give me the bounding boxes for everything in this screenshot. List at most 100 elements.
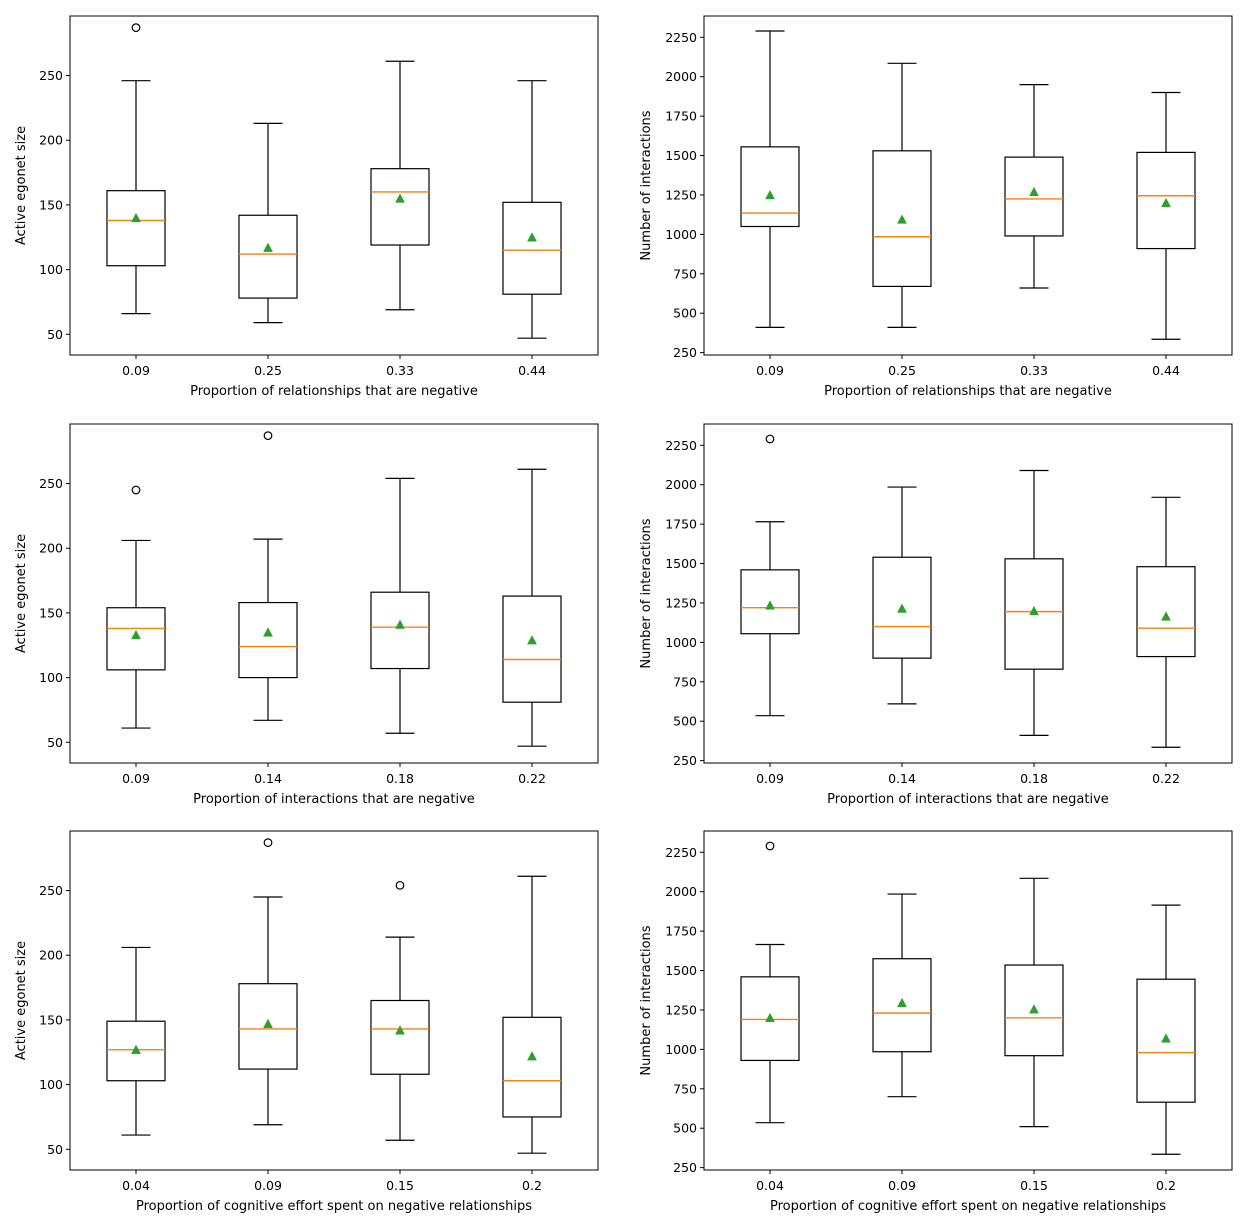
box-0.09 <box>740 434 800 717</box>
y-tick-label: 1750 <box>665 517 697 532</box>
outlier-point <box>765 841 775 851</box>
y-axis-ticks: 250 500 750 1000 1250 1500 1750 2000 2250 <box>665 845 704 1175</box>
mean-marker <box>395 619 405 629</box>
iqr-box <box>106 190 166 267</box>
box-0.33 <box>370 60 430 311</box>
x-tick-label: 0.44 <box>1152 363 1180 378</box>
mean-marker <box>131 629 141 640</box>
x-tick-label: 0.15 <box>386 1178 414 1193</box>
iqr-box <box>370 168 430 246</box>
box-0.22 <box>502 468 562 747</box>
y-axis-label: Active egonet size <box>14 126 29 245</box>
outlier-point <box>395 880 405 890</box>
y-tick-label: 2000 <box>665 69 697 84</box>
x-axis-ticks: 0.09 0.14 0.18 0.22 <box>756 763 1180 786</box>
x-axis-label: Proportion of interactions that are nega… <box>193 792 475 807</box>
x-tick-label: 0.09 <box>756 771 784 786</box>
box-0.09 <box>106 485 166 729</box>
box-0.14 <box>238 431 298 721</box>
box-0.33 <box>1004 83 1064 289</box>
x-tick-label: 0.2 <box>1156 1178 1176 1193</box>
mean-marker <box>897 997 907 1008</box>
y-tick-label: 150 <box>39 197 63 212</box>
mean-marker <box>527 1051 537 1061</box>
plot-frame <box>69 15 599 356</box>
x-tick-label: 0.33 <box>386 363 414 378</box>
mean-marker <box>263 1018 273 1029</box>
subplot-5: 50 100 150 200 250 0.04 0.09 0.15 0.2 Proportion … <box>14 830 599 1214</box>
y-tick-label: 2250 <box>665 438 697 453</box>
y-tick-label: 100 <box>39 1077 63 1092</box>
mean-marker <box>263 627 273 637</box>
x-tick-label: 0.18 <box>386 771 414 786</box>
x-tick-label: 0.2 <box>522 1178 542 1193</box>
plot-frame <box>69 830 599 1171</box>
iqr-box <box>1136 978 1196 1103</box>
x-axis-ticks: 0.04 0.09 0.15 0.2 <box>756 1170 1176 1193</box>
x-axis-label: Proportion of interactions that are nega… <box>827 792 1109 807</box>
x-tick-label: 0.04 <box>756 1178 784 1193</box>
mean-marker <box>1161 611 1171 621</box>
y-tick-label: 250 <box>673 753 697 768</box>
iqr-box <box>872 958 932 1053</box>
x-tick-label: 0.18 <box>1020 771 1048 786</box>
box-0.18 <box>370 477 430 734</box>
x-axis-ticks: 0.09 0.25 0.33 0.44 <box>122 355 546 378</box>
mean-marker <box>527 232 537 242</box>
plot-frame <box>703 423 1233 764</box>
iqr-box <box>502 595 562 703</box>
y-tick-label: 250 <box>673 1160 697 1175</box>
iqr-box <box>370 591 430 670</box>
mean-marker <box>395 193 405 203</box>
y-tick-label: 500 <box>673 714 697 729</box>
y-tick-label: 200 <box>39 541 63 556</box>
iqr-box <box>238 214 298 299</box>
outlier-point <box>131 23 141 33</box>
iqr-box <box>872 556 932 659</box>
y-axis-ticks: 250 500 750 1000 1250 1500 1750 2000 2250 <box>665 30 704 360</box>
x-tick-label: 0.04 <box>122 1178 150 1193</box>
x-tick-label: 0.22 <box>518 771 546 786</box>
y-tick-label: 1500 <box>665 148 697 163</box>
box-0.15 <box>370 880 430 1141</box>
mean-marker <box>897 214 907 224</box>
box-0.22 <box>1136 496 1196 748</box>
box-0.25 <box>238 122 298 324</box>
box-0.04 <box>106 946 166 1136</box>
mean-marker <box>527 635 537 645</box>
iqr-box <box>238 983 298 1070</box>
mean-marker <box>765 189 775 200</box>
box-0.09 <box>106 23 166 315</box>
y-axis-label: Active egonet size <box>14 941 29 1060</box>
x-tick-label: 0.14 <box>888 771 916 786</box>
y-tick-label: 1750 <box>665 924 697 939</box>
y-axis-ticks: 50 100 150 200 250 <box>39 68 70 342</box>
y-tick-label: 2250 <box>665 30 697 45</box>
iqr-box <box>740 146 800 228</box>
x-axis-label: Proportion of cognitive effort spent on … <box>770 1199 1166 1214</box>
y-tick-label: 1000 <box>665 1042 697 1057</box>
outlier-point <box>263 838 273 848</box>
y-tick-label: 500 <box>673 306 697 321</box>
mean-marker <box>131 1044 141 1054</box>
x-tick-label: 0.09 <box>254 1178 282 1193</box>
plot-frame <box>69 423 599 764</box>
x-axis-label: Proportion of relationships that are neg… <box>824 384 1112 399</box>
y-tick-label: 150 <box>39 605 63 620</box>
x-axis-ticks: 0.04 0.09 0.15 0.2 <box>122 1170 542 1193</box>
iqr-box <box>502 201 562 295</box>
y-tick-label: 250 <box>39 476 63 491</box>
box-0.09 <box>872 893 932 1098</box>
mean-marker <box>1029 605 1039 616</box>
y-tick-label: 1250 <box>665 1002 697 1017</box>
y-tick-label: 50 <box>47 327 63 342</box>
mean-marker <box>897 603 907 613</box>
mean-marker <box>1161 197 1171 208</box>
y-axis-ticks: 50 100 150 200 250 <box>39 883 70 1157</box>
plot-frame <box>703 15 1233 356</box>
y-tick-label: 1500 <box>665 963 697 978</box>
iqr-box <box>740 976 800 1062</box>
y-tick-label: 150 <box>39 1012 63 1027</box>
iqr-box <box>502 1016 562 1118</box>
